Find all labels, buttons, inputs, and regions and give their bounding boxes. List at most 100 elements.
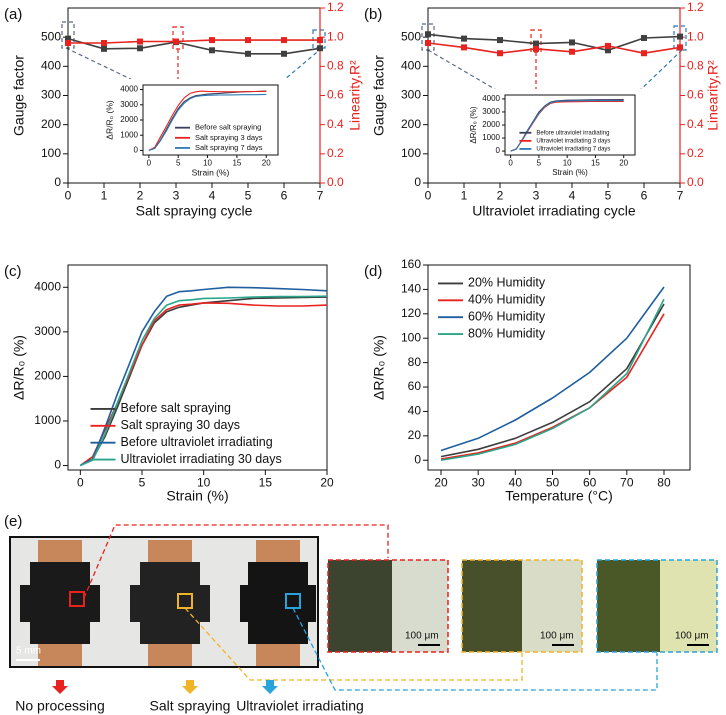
marker — [245, 50, 251, 57]
panel-label: (a) — [4, 6, 22, 23]
marker — [605, 42, 611, 49]
x-tick-label: 5 — [176, 159, 181, 168]
marker — [425, 40, 431, 46]
x-tick-label: 70 — [620, 476, 634, 490]
y2-tick-label: 0.2 — [327, 146, 344, 160]
series-line — [79, 286, 328, 467]
marker — [281, 50, 287, 57]
x-tick-label: 15 — [591, 159, 600, 168]
y-axis-label: Gauge factor — [11, 55, 27, 136]
series-line — [440, 303, 665, 458]
y2-tick-label: 0.2 — [687, 146, 704, 160]
y2-tick-label: 1.0 — [687, 29, 704, 43]
marker — [281, 37, 287, 44]
chart: 0 1 2 3 4 5 6 701002003004005000.00.20.40.60.81… — [364, 0, 721, 219]
y2-tick-label: 1.2 — [327, 0, 344, 14]
x-axis-label: Strain (%) — [192, 167, 230, 177]
marker — [569, 48, 575, 55]
legend-label: Ultraviolet irradiating 3 days — [536, 138, 610, 144]
series-line — [427, 33, 681, 52]
marker — [173, 38, 179, 45]
y-tick-label: 0 — [54, 175, 61, 189]
marker — [137, 45, 143, 52]
series-line — [67, 37, 321, 55]
x-tick-label: 10 — [563, 159, 572, 168]
series-line — [79, 296, 328, 467]
series-line — [427, 42, 681, 54]
y2-tick-label: 0.0 — [687, 175, 704, 189]
chart: 20 30 40 50 60 70 80 0 20 40 60 80 100 120 140 160 (d) Te… — [364, 257, 691, 504]
marker — [245, 37, 251, 44]
y2-tick-label: 0.0 — [327, 175, 344, 189]
series-line — [148, 93, 267, 151]
y-tick-label: 120 — [401, 306, 421, 320]
series-line — [79, 302, 328, 467]
x-tick-label: 5 — [605, 189, 612, 203]
y-tick-label: 140 — [401, 282, 421, 296]
series-line — [440, 286, 665, 452]
y2-tick-label: 1.0 — [327, 29, 344, 43]
y-tick-label: 300 — [401, 88, 421, 102]
connectors — [83, 524, 658, 691]
x-tick-label: 80 — [657, 476, 671, 490]
legend-label: Before ultraviolet irradiating — [121, 435, 273, 449]
y2-axis-label: Linearity,R² — [347, 60, 363, 131]
x-axis-label: Strain (%) — [552, 168, 588, 177]
x-axis-label: Ultraviolet irradiating cycle — [472, 203, 636, 219]
x-tick-label: 2 — [137, 189, 144, 203]
y-tick-label: 0 — [414, 175, 421, 189]
marker — [137, 38, 143, 45]
marker — [101, 40, 107, 46]
marker — [65, 40, 71, 46]
micrographs — [327, 559, 718, 653]
y2-tick-label: 0.6 — [687, 88, 704, 102]
series-line — [510, 99, 624, 152]
series-line — [68, 39, 320, 44]
x-tick-label: 5 — [139, 476, 146, 490]
legend-label: 60% Humidity — [468, 309, 546, 323]
samples — [16, 540, 316, 666]
y-tick-label: 4000 — [34, 279, 61, 293]
inset-background — [469, 89, 643, 181]
marker — [317, 37, 323, 44]
x-tick-label: 0 — [425, 189, 432, 203]
y-tick-label: 0 — [134, 146, 139, 155]
x-tick-label: 20 — [434, 476, 448, 490]
legend-label: Salt spraying 3 days — [195, 133, 263, 142]
series-line — [440, 298, 665, 461]
x-tick-label: 5 — [245, 189, 252, 203]
y2-tick-label: 0.8 — [687, 59, 704, 73]
y-tick-label: 100 — [401, 146, 421, 160]
y-tick-label: 500 — [401, 29, 421, 43]
panel-e: (e) 5 mm — [4, 513, 718, 714]
x-tick-label: 0 — [147, 159, 152, 168]
x-tick-label: 3 — [173, 189, 180, 203]
series-line — [440, 313, 665, 460]
y-axis-label: Gauge factor — [371, 55, 387, 136]
x-tick-label: 7 — [677, 189, 684, 203]
caption: No processing — [15, 698, 105, 714]
x-tick-label: 4 — [209, 189, 216, 203]
series-line — [148, 90, 267, 151]
y-tick-label: 2000 — [482, 120, 500, 129]
marker — [569, 39, 575, 46]
y2-axis-label: Linearity,R² — [705, 60, 721, 131]
y-tick-label: 3000 — [34, 324, 61, 338]
y-tick-label: 60 — [408, 379, 422, 393]
panel-label: (d) — [364, 263, 382, 280]
caption: Ultraviolet irradiating — [236, 698, 364, 714]
y-tick-label: 300 — [41, 88, 61, 102]
y-tick-label: 40 — [408, 404, 422, 418]
y-tick-label: 100 — [41, 146, 61, 160]
y-axis-label: ΔR/R₀ (%) — [469, 106, 478, 143]
marker — [677, 44, 683, 51]
y-tick-label: 400 — [41, 59, 61, 73]
legend-label: 40% Humidity — [468, 293, 546, 307]
legend-label: Before salt spraying — [195, 123, 261, 132]
y-tick-label: 3000 — [120, 100, 138, 109]
x-tick-label: 0 — [65, 189, 72, 203]
y2-tick-label: 1.2 — [687, 0, 704, 14]
y-tick-label: 1000 — [120, 130, 138, 139]
y-tick-label: 4000 — [482, 94, 500, 103]
